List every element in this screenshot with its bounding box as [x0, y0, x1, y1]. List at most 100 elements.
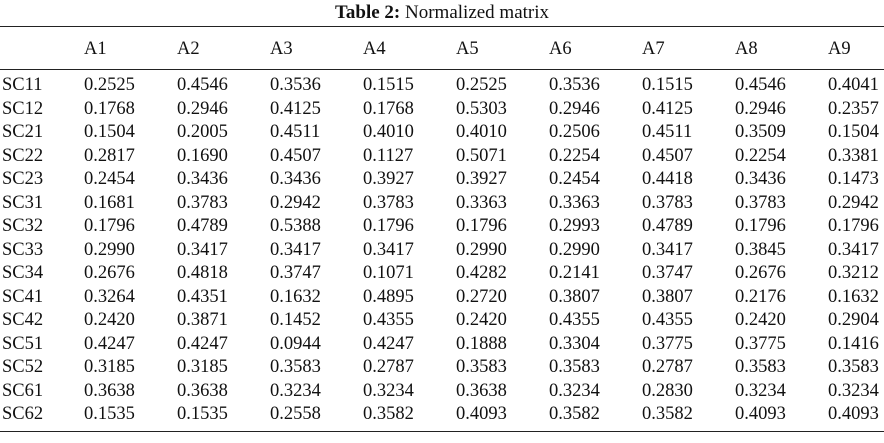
table-row: SC21 0.1504 0.2005 0.4511 0.4010 0.4010 0.2506… — [0, 121, 884, 145]
table-cell: 0.3234 — [270, 380, 321, 401]
row-label: SC31 — [2, 192, 44, 213]
table-cell: 0.3583 — [828, 357, 879, 377]
table-cell: 0.3417 — [642, 239, 693, 260]
table-cell: 0.1796 — [456, 216, 507, 236]
row-label: SC22 — [2, 145, 44, 166]
normalized-matrix-table: A1 A2 A3 A4 A5 A6 A7 A8 A9 SC11 0.2525 0.4546 0.353… — [0, 26, 884, 432]
table-cell: 0.3185 — [177, 357, 228, 377]
table-cell: 0.3582 — [642, 404, 693, 424]
column-header-a1: A1 — [84, 38, 107, 59]
table-cell: 0.2904 — [828, 310, 879, 330]
table-cell: 0.3234 — [363, 380, 414, 401]
table-cell: 0.3775 — [642, 333, 693, 354]
table-cell: 0.3234 — [735, 380, 786, 401]
table-cell: 0.3582 — [549, 404, 600, 424]
table-row: SC51 0.4247 0.4247 0.0944 0.4247 0.1888 0.3304… — [0, 333, 884, 357]
row-label: SC52 — [2, 357, 44, 377]
table-cell: 0.3417 — [363, 239, 414, 260]
table-caption-title: Normalized matrix — [405, 2, 550, 23]
row-label: SC42 — [2, 310, 44, 330]
row-label: SC34 — [2, 263, 44, 283]
table-cell: 0.3417 — [270, 239, 321, 260]
table-cell: 0.3845 — [735, 239, 786, 260]
row-label: SC23 — [2, 169, 44, 189]
table-row: SC41 0.3264 0.4351 0.1632 0.4895 0.2720 0.3807… — [0, 286, 884, 310]
table-row: SC23 0.2454 0.3436 0.3436 0.3927 0.3927 0.2454… — [0, 168, 884, 192]
table-cell: 0.1127 — [363, 145, 414, 166]
column-header-a6: A6 — [549, 38, 572, 59]
table-cell: 0.2420 — [456, 310, 507, 330]
table-cell: 0.4282 — [456, 263, 507, 283]
table-cell: 0.3436 — [735, 169, 786, 189]
table-cell: 0.3234 — [828, 380, 879, 401]
table-cell: 0.3212 — [828, 263, 879, 283]
table-cell: 0.2817 — [84, 145, 135, 166]
table-cell: 0.1796 — [735, 216, 786, 236]
table-cell: 0.2141 — [549, 263, 600, 283]
table-cell: 0.4125 — [642, 98, 693, 119]
table-cell: 0.3185 — [84, 357, 135, 377]
table-cell: 0.2454 — [84, 169, 135, 189]
table-cell: 0.4247 — [363, 333, 414, 354]
row-label: SC33 — [2, 239, 44, 260]
table-cell: 0.1515 — [363, 75, 414, 95]
row-label: SC21 — [2, 122, 44, 142]
table-cell: 0.3436 — [270, 169, 321, 189]
table-cell: 0.3783 — [363, 192, 414, 213]
table-cell: 0.1452 — [270, 310, 321, 330]
table-cell: 0.4010 — [363, 122, 414, 142]
column-header-a2: A2 — [177, 38, 200, 59]
table-header-row: A1 A2 A3 A4 A5 A6 A7 A8 A9 — [0, 26, 884, 70]
table-cell: 0.3536 — [270, 75, 321, 95]
table-cell: 0.4247 — [177, 333, 228, 354]
table-cell: 0.1888 — [456, 333, 507, 354]
table-cell: 0.4355 — [363, 310, 414, 330]
table-cell: 0.3417 — [828, 239, 879, 260]
table-cell: 0.2787 — [642, 357, 693, 377]
table-cell: 0.2454 — [549, 169, 600, 189]
table-cell: 0.5303 — [456, 98, 507, 119]
table-body: SC11 0.2525 0.4546 0.3536 0.1515 0.2525 0.3536… — [0, 70, 884, 431]
column-header-a9: A9 — [828, 38, 851, 59]
table-cell: 0.2830 — [642, 380, 693, 401]
table-row: SC42 0.2420 0.3871 0.1452 0.4355 0.2420 0.4355… — [0, 309, 884, 333]
table-cell: 0.2946 — [177, 98, 228, 119]
table-row: SC33 0.2990 0.3417 0.3417 0.3417 0.2990 0.2990… — [0, 239, 884, 263]
table-cell: 0.2720 — [456, 286, 507, 307]
table-cell: 0.1632 — [828, 286, 879, 307]
table-cell: 0.4125 — [270, 98, 321, 119]
table-cell: 0.3927 — [363, 169, 414, 189]
table-cell: 0.3304 — [549, 333, 600, 354]
table-cell: 0.3807 — [549, 286, 600, 307]
table-cell: 0.2420 — [735, 310, 786, 330]
table-cell: 0.4093 — [735, 404, 786, 424]
table-cell: 0.2993 — [549, 216, 600, 236]
table-cell: 0.5071 — [456, 145, 507, 166]
table-row: SC34 0.2676 0.4818 0.3747 0.1071 0.4282 0.2141… — [0, 262, 884, 286]
table-cell: 0.3381 — [828, 145, 879, 166]
table-cell: 0.4093 — [828, 404, 879, 424]
table-cell: 0.3638 — [177, 380, 228, 401]
column-header-a3: A3 — [270, 38, 293, 59]
table-cell: 0.3417 — [177, 239, 228, 260]
table-cell: 0.1535 — [84, 404, 135, 424]
table-cell: 0.1768 — [363, 98, 414, 119]
table-cell: 0.4093 — [456, 404, 507, 424]
table-cell: 0.3638 — [456, 380, 507, 401]
table-cell: 0.3638 — [84, 380, 135, 401]
row-label: SC61 — [2, 380, 44, 401]
row-label: SC11 — [2, 75, 43, 95]
table-cell: 0.2420 — [84, 310, 135, 330]
table-cell: 0.3536 — [549, 75, 600, 95]
table-row: SC62 0.1535 0.1535 0.2558 0.3582 0.4093 0.3582… — [0, 403, 884, 431]
table-cell: 0.3234 — [549, 380, 600, 401]
table-caption-label: Table 2: — [334, 2, 401, 23]
table-cell: 0.1071 — [363, 263, 414, 283]
table-cell: 0.4546 — [735, 75, 786, 95]
table-cell: 0.1504 — [828, 122, 879, 142]
row-label: SC41 — [2, 286, 44, 307]
table-cell: 0.2525 — [84, 75, 135, 95]
table-cell: 0.2787 — [363, 357, 414, 377]
table-cell: 0.4546 — [177, 75, 228, 95]
table-cell: 0.2254 — [735, 145, 786, 166]
